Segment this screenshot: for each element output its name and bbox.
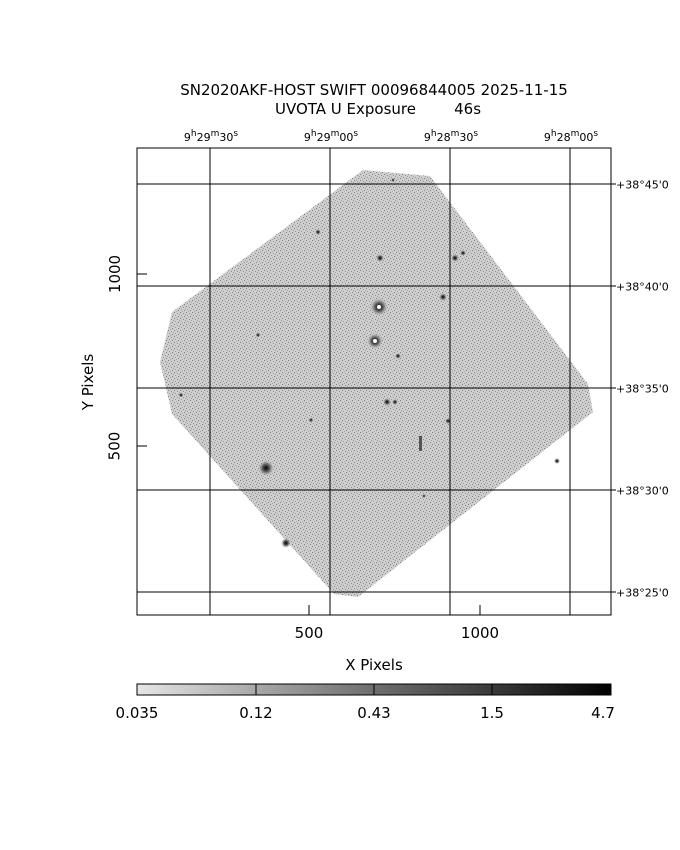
coordinate-grid bbox=[137, 148, 611, 615]
star-sources bbox=[178, 178, 560, 548]
y-tick-500: 500 bbox=[105, 431, 124, 461]
colorbar-tick-4: 1.5 bbox=[480, 704, 504, 722]
colorbar-tick-1: 0.035 bbox=[115, 704, 159, 722]
colorbar bbox=[136, 683, 612, 696]
colorbar-tick-2: 0.12 bbox=[239, 704, 273, 722]
ra-label-1: 9h29m30s bbox=[183, 129, 239, 145]
image-title: SN2020AKF-HOST SWIFT 00096844005 2025-11… bbox=[180, 81, 568, 99]
dec-label-5: +38°25'0 bbox=[616, 586, 669, 600]
x-axis-label: X Pixels bbox=[345, 656, 403, 674]
x-tick-500: 500 bbox=[294, 624, 324, 642]
colorbar-tick-3: 0.43 bbox=[357, 704, 391, 722]
dec-label-1: +38°45'0 bbox=[616, 178, 669, 192]
y-axis-label: Y Pixels bbox=[79, 353, 98, 411]
colorbar-tick-5: 4.7 bbox=[591, 704, 615, 722]
image-subtitle: UVOTA U Exposure 46s bbox=[274, 100, 482, 118]
x-tick-1000: 1000 bbox=[460, 624, 500, 642]
dec-label-2: +38°40'0 bbox=[616, 280, 669, 294]
exposure-footprint bbox=[160, 170, 593, 597]
ra-label-2: 9h29m00s bbox=[303, 129, 359, 145]
y-tick-1000: 1000 bbox=[106, 254, 125, 294]
ra-label-3: 9h28m30s bbox=[423, 129, 479, 145]
plot-frame bbox=[136, 147, 612, 616]
dec-label-3: +38°35'0 bbox=[616, 382, 669, 396]
ra-label-4: 9h28m00s bbox=[543, 129, 599, 145]
dec-label-4: +38°30'0 bbox=[616, 484, 669, 498]
pixel-ticks bbox=[137, 183, 616, 615]
